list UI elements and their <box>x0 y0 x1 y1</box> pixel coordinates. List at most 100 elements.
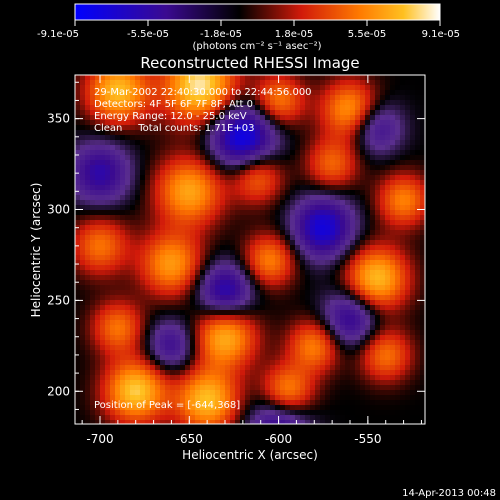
heatmap-cell <box>390 340 396 346</box>
heatmap-cell <box>110 375 116 381</box>
heatmap-cell <box>260 195 266 201</box>
heatmap-cell <box>360 300 366 306</box>
heatmap-cell <box>75 135 81 141</box>
heatmap-cell <box>325 285 331 291</box>
heatmap-cell <box>140 255 146 261</box>
heatmap-cell <box>190 285 196 291</box>
heatmap-cell <box>105 265 111 271</box>
heatmap-cell <box>185 365 191 371</box>
heatmap-cell <box>100 180 106 186</box>
heatmap-cell <box>420 90 425 96</box>
heatmap-cell <box>415 130 421 136</box>
heatmap-cell <box>415 390 421 396</box>
heatmap-cell <box>415 205 421 211</box>
heatmap-cell <box>245 135 251 141</box>
heatmap-cell <box>200 265 206 271</box>
heatmap-cell <box>335 85 341 91</box>
heatmap-cell <box>330 150 336 156</box>
heatmap-cell <box>195 310 201 316</box>
heatmap-cell <box>270 180 276 186</box>
heatmap-cell <box>400 75 406 81</box>
heatmap-cell <box>380 120 386 126</box>
heatmap-cell <box>335 225 341 231</box>
heatmap-cell <box>85 295 91 301</box>
heatmap-cell <box>160 395 166 401</box>
heatmap-cell <box>270 340 276 346</box>
heatmap-cell <box>410 265 416 271</box>
heatmap-cell <box>375 420 381 424</box>
heatmap-cell <box>125 265 131 271</box>
heatmap-cell <box>120 380 126 386</box>
heatmap-cell <box>360 180 366 186</box>
heatmap-cell <box>115 305 121 311</box>
heatmap-cell <box>115 410 121 416</box>
heatmap-cell <box>145 245 151 251</box>
heatmap-cell <box>170 250 176 256</box>
heatmap-cell <box>210 310 216 316</box>
heatmap-cell <box>380 420 386 424</box>
heatmap-cell <box>230 205 236 211</box>
heatmap-cell <box>360 170 366 176</box>
heatmap-cell <box>165 310 171 316</box>
heatmap-cell <box>275 275 281 281</box>
heatmap-cell <box>225 120 231 126</box>
heatmap-cell <box>210 95 216 101</box>
heatmap-cell <box>145 270 151 276</box>
heatmap-cell <box>370 400 376 406</box>
heatmap-cell <box>335 305 341 311</box>
heatmap-cell <box>350 220 356 226</box>
heatmap-cell <box>225 350 231 356</box>
heatmap-cell <box>280 175 286 181</box>
heatmap-cell <box>250 375 256 381</box>
heatmap-cell <box>365 365 371 371</box>
heatmap-cell <box>175 180 181 186</box>
heatmap-cell <box>370 410 376 416</box>
heatmap-cell <box>380 240 386 246</box>
heatmap-cell <box>125 345 131 351</box>
heatmap-cell <box>255 250 261 256</box>
heatmap-cell <box>305 355 311 361</box>
heatmap-cell <box>130 240 136 246</box>
heatmap-cell <box>285 265 291 271</box>
heatmap-cell <box>155 255 161 261</box>
heatmap-cell <box>355 345 361 351</box>
heatmap-cell <box>155 375 161 381</box>
heatmap-cell <box>240 135 246 141</box>
heatmap-cell <box>305 390 311 396</box>
heatmap-cell <box>420 390 425 396</box>
heatmap-cell <box>330 250 336 256</box>
heatmap-cell <box>320 130 326 136</box>
heatmap-cell <box>285 300 291 306</box>
heatmap-cell <box>215 125 221 131</box>
heatmap-cell <box>155 290 161 296</box>
heatmap-cell <box>260 380 266 386</box>
heatmap-cell <box>325 85 331 91</box>
heatmap-cell <box>190 150 196 156</box>
heatmap-cell <box>345 280 351 286</box>
heatmap-cell <box>175 295 181 301</box>
heatmap-cell <box>380 175 386 181</box>
heatmap-cell <box>135 205 141 211</box>
heatmap-cell <box>410 280 416 286</box>
heatmap-cell <box>185 235 191 241</box>
heatmap-cell <box>220 400 226 406</box>
heatmap-cell <box>350 290 356 296</box>
heatmap-cell <box>380 395 386 401</box>
heatmap-cell <box>80 355 86 361</box>
heatmap-cell <box>195 355 201 361</box>
heatmap-cell <box>415 210 421 216</box>
heatmap-cell <box>225 85 231 91</box>
heatmap-cell <box>420 75 425 81</box>
heatmap-cell <box>230 200 236 206</box>
heatmap-cell <box>265 210 271 216</box>
heatmap-cell <box>180 375 186 381</box>
heatmap-cell <box>350 130 356 136</box>
heatmap-cell <box>275 100 281 106</box>
heatmap-cell <box>400 275 406 281</box>
heatmap-cell <box>135 300 141 306</box>
heatmap-cell <box>115 210 121 216</box>
heatmap-cell <box>375 170 381 176</box>
heatmap-cell <box>140 215 146 221</box>
heatmap-cell <box>320 365 326 371</box>
heatmap-cell <box>265 125 271 131</box>
